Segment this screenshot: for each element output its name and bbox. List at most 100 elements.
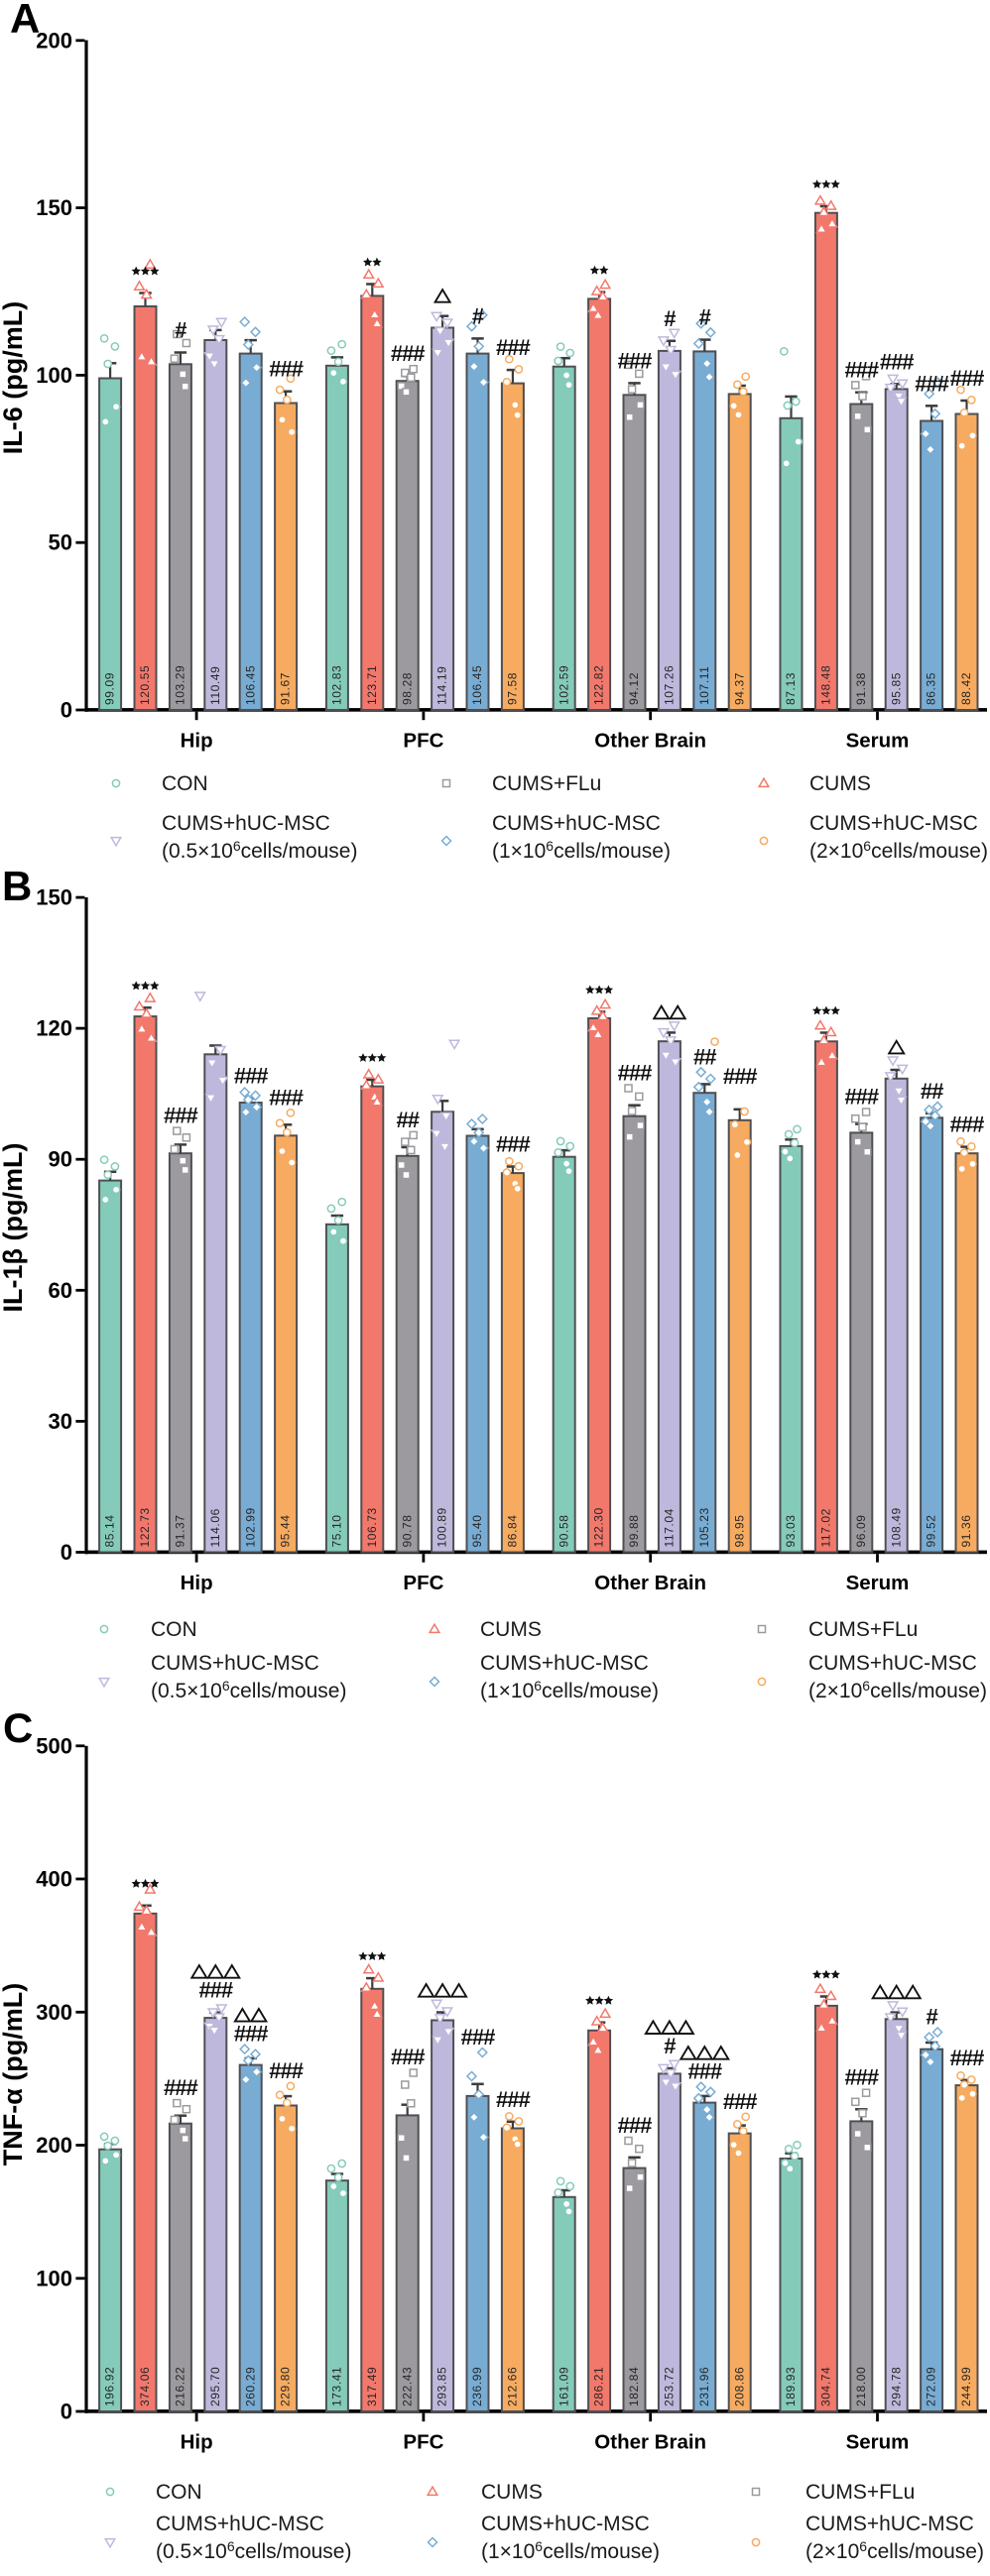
svg-text:216.22: 216.22 — [174, 2367, 187, 2406]
svg-text:108.49: 108.49 — [889, 1507, 903, 1547]
svg-text:182.84: 182.84 — [627, 2367, 641, 2406]
svg-text:208.86: 208.86 — [732, 2367, 746, 2406]
svg-text:###: ### — [496, 2087, 530, 2112]
svg-text:293.85: 293.85 — [435, 2367, 449, 2406]
svg-text:103.29: 103.29 — [174, 665, 187, 705]
svg-text:96.09: 96.09 — [854, 1514, 868, 1547]
svg-text:(0.5×106cells/mouse): (0.5×106cells/mouse) — [162, 838, 357, 863]
svg-text:110.49: 110.49 — [208, 666, 222, 705]
svg-text:###: ### — [844, 358, 878, 383]
svg-text:###: ### — [234, 1064, 268, 1089]
svg-text:C: C — [3, 1704, 33, 1751]
svg-text:(2×106cells/mouse): (2×106cells/mouse) — [809, 838, 988, 863]
svg-text:294.78: 294.78 — [889, 2367, 903, 2406]
svg-text:106.45: 106.45 — [243, 665, 257, 705]
svg-text:Serum: Serum — [846, 1572, 910, 1594]
svg-text:30: 30 — [49, 1409, 72, 1434]
svg-text:117.02: 117.02 — [819, 1508, 833, 1547]
svg-text:###: ### — [618, 2113, 652, 2138]
svg-text:CUMS+hUC-MSC: CUMS+hUC-MSC — [809, 812, 978, 835]
svg-text:###: ### — [198, 1978, 232, 2003]
svg-text:229.80: 229.80 — [279, 2367, 293, 2406]
svg-text:90.58: 90.58 — [557, 1514, 570, 1547]
svg-text:91.38: 91.38 — [854, 672, 868, 705]
svg-text:88.42: 88.42 — [959, 672, 973, 705]
svg-text:114.06: 114.06 — [208, 1508, 222, 1547]
svg-text:##: ## — [693, 1044, 716, 1069]
svg-text:161.09: 161.09 — [557, 2367, 570, 2406]
svg-text:0: 0 — [61, 1540, 72, 1565]
svg-text:120: 120 — [36, 1016, 72, 1041]
svg-text:###: ### — [391, 2045, 425, 2069]
svg-text:Serum: Serum — [846, 2431, 910, 2454]
svg-text:236.99: 236.99 — [470, 2367, 484, 2406]
svg-text:87.13: 87.13 — [784, 672, 798, 705]
svg-text:400: 400 — [36, 1867, 72, 1892]
svg-text:Other Brain: Other Brain — [594, 2431, 706, 2454]
svg-text:CON: CON — [162, 772, 208, 795]
svg-text:500: 500 — [36, 1733, 72, 1758]
svg-text:286.21: 286.21 — [592, 2367, 606, 2406]
svg-text:###: ### — [269, 1085, 303, 1110]
svg-text:107.11: 107.11 — [697, 666, 711, 705]
svg-text:(0.5×106cells/mouse): (0.5×106cells/mouse) — [151, 1678, 346, 1702]
svg-text:272.09: 272.09 — [925, 2367, 938, 2406]
svg-text:CUMS+hUC-MSC: CUMS+hUC-MSC — [162, 812, 330, 835]
svg-text:###: ### — [723, 1064, 757, 1089]
svg-text:###: ### — [950, 2046, 984, 2070]
svg-text:105.23: 105.23 — [697, 1507, 711, 1547]
svg-text:260.29: 260.29 — [243, 2367, 257, 2406]
svg-text:##: ## — [921, 1079, 943, 1104]
svg-text:212.66: 212.66 — [506, 2367, 520, 2406]
svg-text:#: # — [664, 306, 676, 331]
svg-text:###: ### — [915, 371, 948, 396]
svg-text:CUMS+FLu: CUMS+FLu — [808, 1618, 918, 1641]
svg-text:75.10: 75.10 — [330, 1514, 344, 1547]
svg-text:PFC: PFC — [403, 730, 443, 753]
svg-text:99.52: 99.52 — [925, 1514, 938, 1547]
svg-text:###: ### — [880, 349, 914, 374]
svg-text:(0.5×106cells/mouse): (0.5×106cells/mouse) — [156, 2538, 351, 2563]
svg-text:#: # — [926, 2005, 937, 2030]
svg-text:CUMS+hUC-MSC: CUMS+hUC-MSC — [151, 1652, 319, 1675]
svg-text:CUMS: CUMS — [809, 772, 871, 795]
svg-text:CUMS+hUC-MSC: CUMS+hUC-MSC — [480, 1652, 649, 1675]
svg-text:###: ### — [618, 1061, 652, 1086]
svg-text:100.89: 100.89 — [435, 1507, 449, 1547]
svg-text:##: ## — [396, 1108, 419, 1132]
svg-text:99.88: 99.88 — [627, 1514, 641, 1547]
svg-text:94.12: 94.12 — [627, 672, 641, 705]
svg-text:91.67: 91.67 — [279, 672, 293, 705]
svg-text:114.19: 114.19 — [435, 666, 449, 705]
svg-text:CUMS+hUC-MSC: CUMS+hUC-MSC — [481, 2513, 650, 2535]
svg-text:#: # — [472, 303, 484, 328]
svg-text:###: ### — [164, 1104, 197, 1128]
svg-text:###: ### — [844, 2065, 878, 2090]
svg-text:91.37: 91.37 — [174, 1514, 187, 1547]
svg-text:###: ### — [269, 2058, 303, 2083]
svg-text:117.04: 117.04 — [663, 1508, 677, 1547]
svg-text:200: 200 — [36, 2133, 72, 2158]
svg-text:98.28: 98.28 — [400, 672, 414, 705]
svg-text:###: ### — [496, 335, 530, 360]
svg-text:123.71: 123.71 — [365, 665, 379, 705]
svg-text:100: 100 — [36, 363, 72, 388]
svg-text:Hip: Hip — [181, 2431, 213, 2454]
svg-text:IL-6 (pg/mL): IL-6 (pg/mL) — [0, 301, 28, 454]
svg-text:304.74: 304.74 — [819, 2367, 833, 2406]
svg-text:CUMS+hUC-MSC: CUMS+hUC-MSC — [156, 2513, 324, 2535]
svg-text:(1×106cells/mouse): (1×106cells/mouse) — [492, 838, 671, 863]
svg-text:173.41: 173.41 — [330, 2367, 344, 2406]
svg-text:122.82: 122.82 — [592, 665, 606, 705]
svg-text:TNF-α (pg/mL): TNF-α (pg/mL) — [0, 1983, 28, 2166]
svg-text:PFC: PFC — [403, 1572, 443, 1594]
svg-text:50: 50 — [49, 530, 72, 555]
svg-text:B: B — [2, 863, 32, 909]
svg-text:93.03: 93.03 — [784, 1514, 798, 1547]
svg-text:0: 0 — [61, 698, 72, 723]
svg-text:218.00: 218.00 — [854, 2367, 868, 2406]
svg-text:200: 200 — [36, 28, 72, 53]
svg-text:120.55: 120.55 — [138, 665, 152, 705]
svg-text:107.26: 107.26 — [663, 665, 677, 705]
svg-text:98.95: 98.95 — [732, 1514, 746, 1547]
